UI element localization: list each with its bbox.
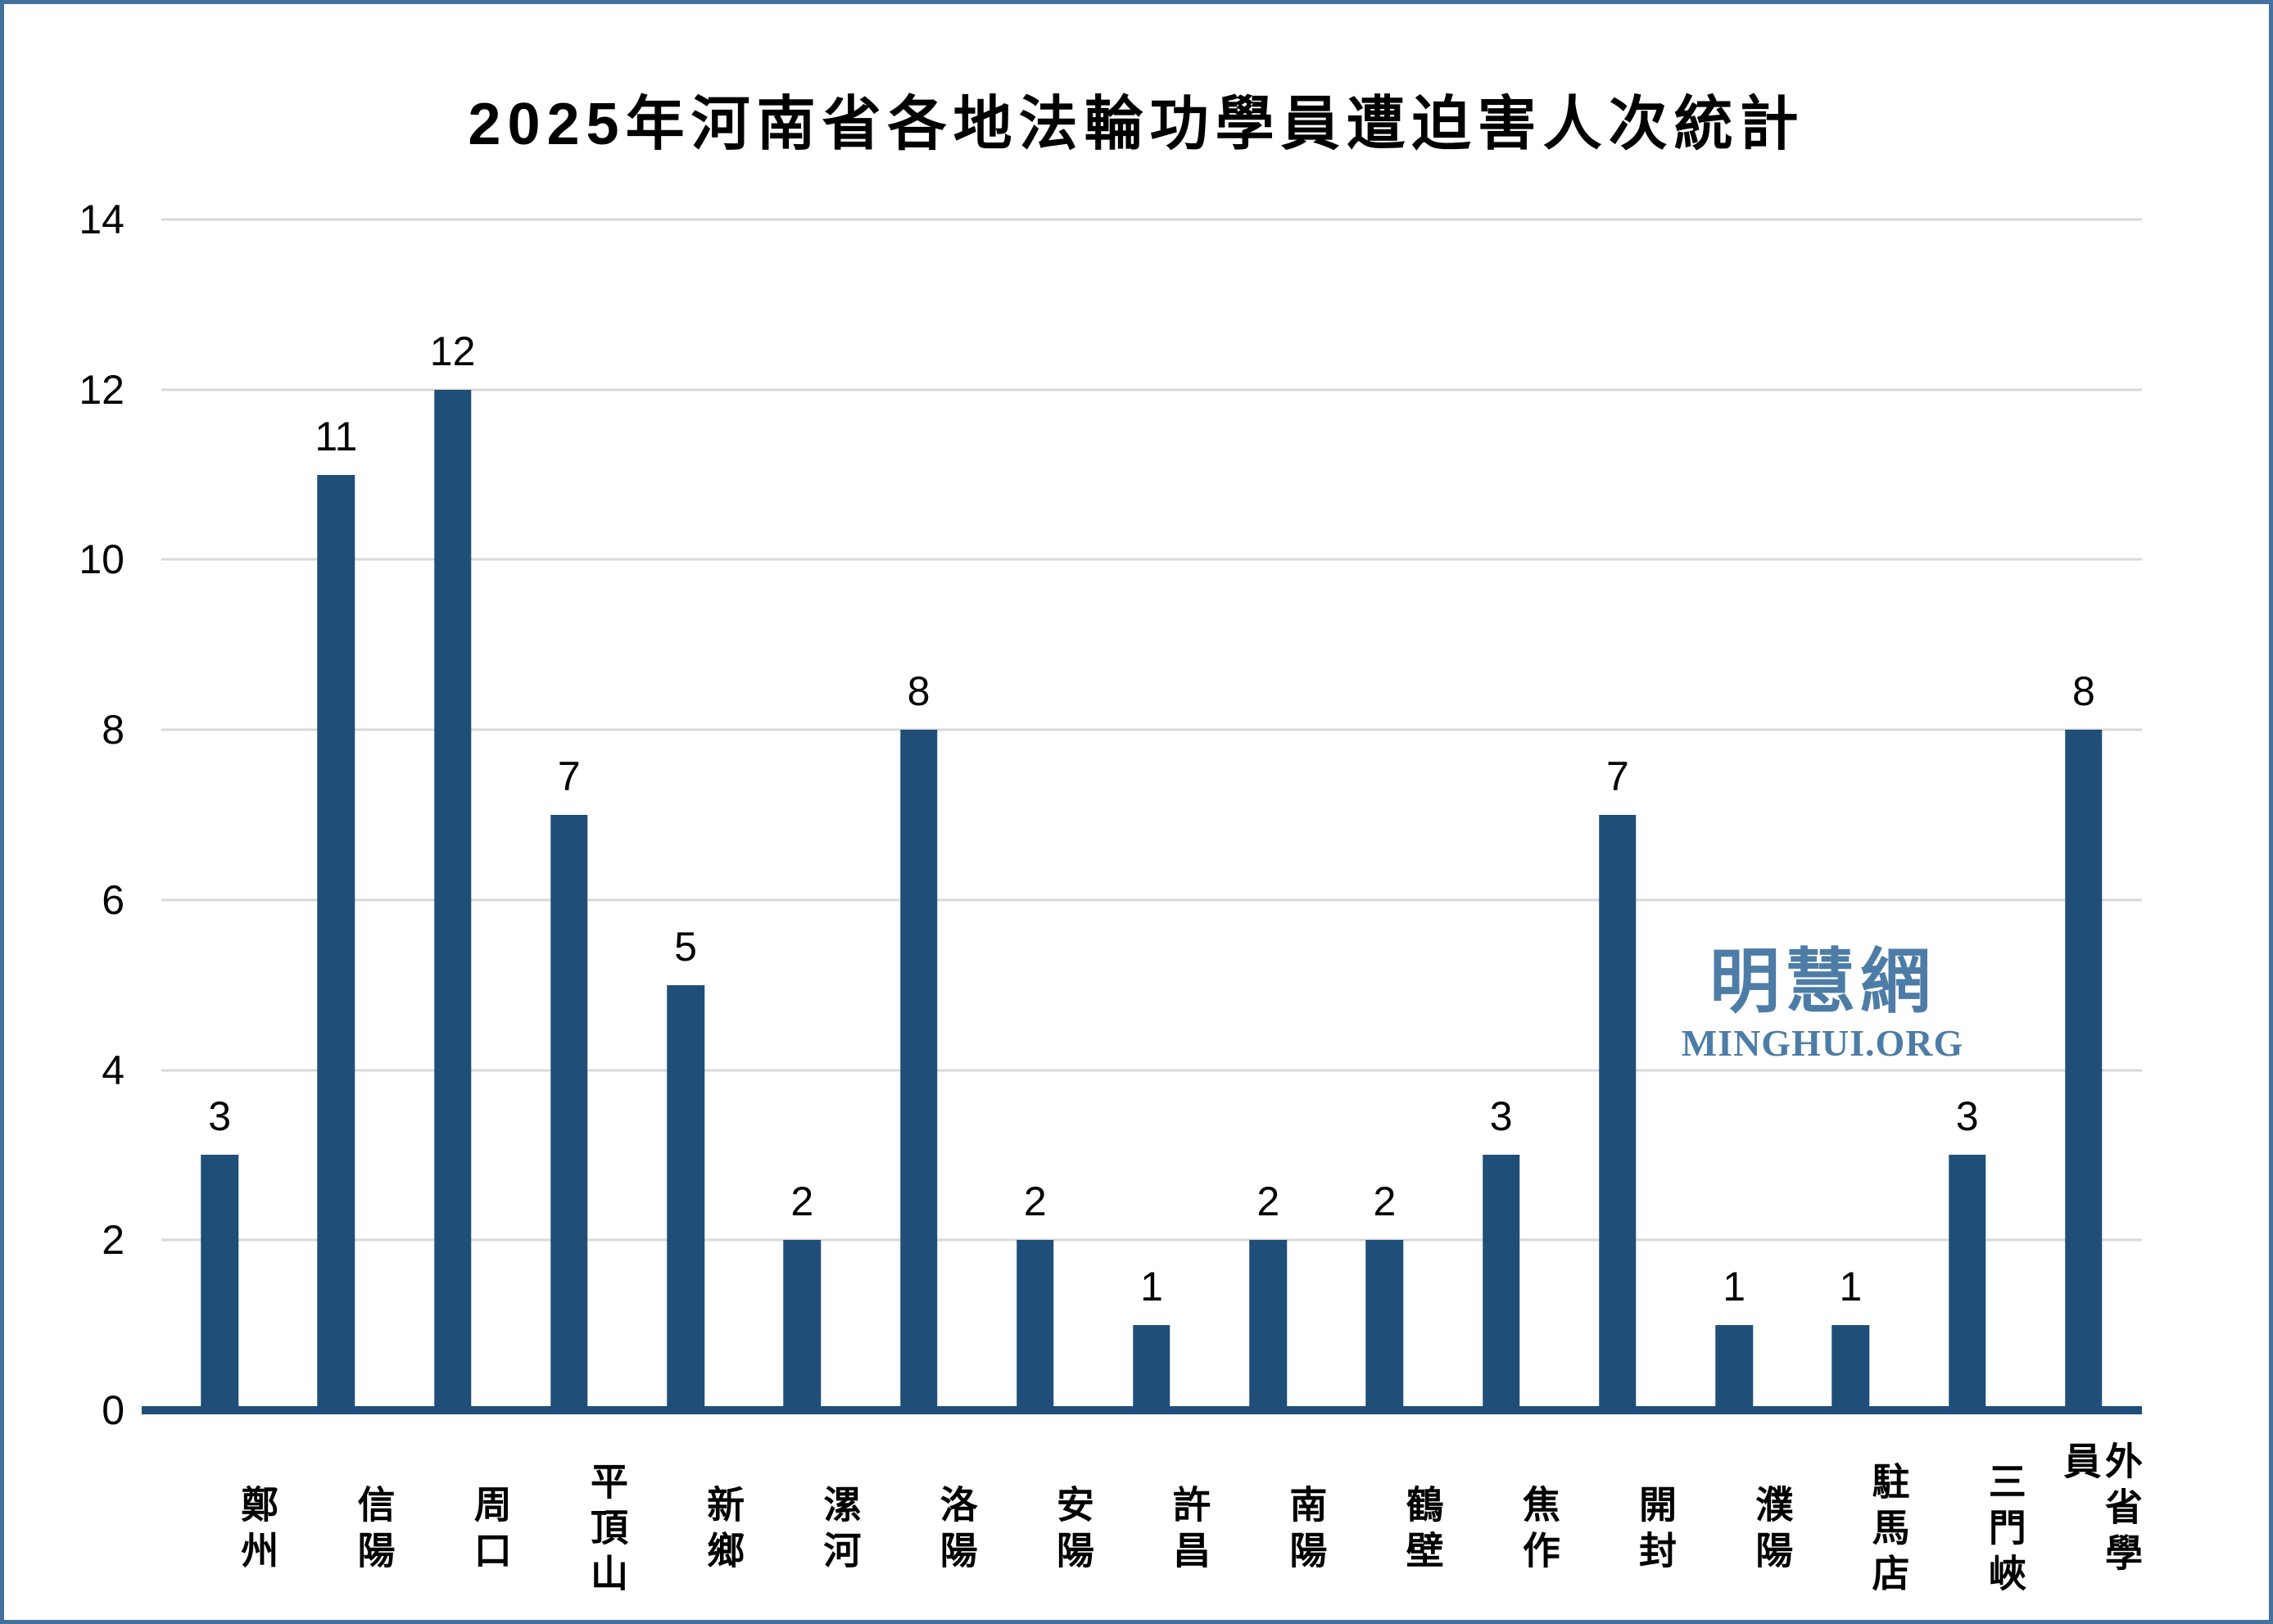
bar-value-label: 2 <box>790 1178 814 1225</box>
y-tick-label: 4 <box>102 1047 125 1093</box>
gridline <box>161 898 2142 902</box>
x-axis-line <box>142 1406 2142 1414</box>
bar-slot: 3 <box>1443 219 1560 1410</box>
bar-slot: 2 <box>1326 219 1442 1410</box>
gridline <box>161 218 2142 221</box>
bar-slot: 3 <box>161 219 278 1410</box>
watermark-latin-text: MINGHUI.ORG <box>1681 1021 1964 1064</box>
y-tick-label: 10 <box>79 536 125 583</box>
x-tick-label: 濮陽 <box>1750 1484 1794 1577</box>
bar-value-label: 3 <box>208 1093 232 1140</box>
minghui-watermark-logo: 明慧網 MINGHUI.ORG <box>1675 943 1970 1062</box>
bar <box>1482 1155 1520 1410</box>
bar <box>899 730 938 1410</box>
y-axis: 0 2 4 6 8 10 12 14 <box>0 199 125 1431</box>
bar-value-label: 12 <box>429 328 476 374</box>
gridline <box>161 1238 2142 1242</box>
bar <box>2065 730 2103 1410</box>
y-tick-label: 2 <box>102 1217 125 1264</box>
bar-value-label: 1 <box>1140 1264 1163 1310</box>
bar-value-label: 8 <box>907 668 930 715</box>
plot-area: 3 11 12 7 5 2 8 2 1 2 2 3 7 1 1 3 8 <box>142 218 2142 1414</box>
x-tick-label: 信陽 <box>352 1484 396 1577</box>
x-tick-label: 鶴壁 <box>1401 1484 1444 1577</box>
bar-value-label: 3 <box>1955 1093 1979 1140</box>
chart-title: 2025年河南省各地法輪功學員遭迫害人次統計 <box>468 92 1805 157</box>
bar-slot: 11 <box>278 219 394 1410</box>
bar <box>1365 1240 1404 1410</box>
bar-value-label: 11 <box>315 413 358 459</box>
x-tick-label: 周口 <box>469 1484 512 1577</box>
x-tick-label: 安陽 <box>1051 1484 1094 1577</box>
bar <box>1715 1325 1753 1410</box>
y-tick-label: 6 <box>102 876 125 923</box>
gridline <box>161 1069 2142 1072</box>
bar <box>1599 815 1637 1410</box>
bar-slot: 1 <box>1093 219 1210 1410</box>
bar-slot: 12 <box>394 219 510 1410</box>
bar <box>1249 1240 1287 1410</box>
bar <box>783 1240 822 1410</box>
bar-slot: 2 <box>1210 219 1326 1410</box>
bar-value-label: 8 <box>2072 668 2095 715</box>
y-tick-label: 14 <box>79 197 125 242</box>
bar-value-label: 7 <box>557 753 581 799</box>
x-tick-label: 三門峽 <box>1983 1461 2026 1599</box>
bar <box>317 474 355 1410</box>
bar-slot: 5 <box>627 219 744 1410</box>
x-tick-label: 鄭州 <box>236 1484 279 1577</box>
x-tick-label: 焦作 <box>1517 1484 1560 1577</box>
bar <box>1133 1325 1170 1410</box>
x-tick-label: 南陽 <box>1284 1484 1328 1577</box>
bar-value-label: 5 <box>674 923 697 970</box>
bar-value-label: 2 <box>1023 1178 1047 1225</box>
bar-value-label: 1 <box>1723 1264 1746 1310</box>
bar-slot: 1 <box>1676 219 1792 1410</box>
bar-value-label: 7 <box>1606 753 1629 799</box>
y-tick-label: 0 <box>102 1387 125 1433</box>
bar-slot: 8 <box>2026 219 2142 1410</box>
bar-slot: 3 <box>1909 219 2026 1410</box>
x-tick-label: 漯河 <box>818 1484 862 1577</box>
bar <box>550 815 588 1410</box>
bar-slot: 1 <box>1792 219 1909 1410</box>
bar-value-label: 2 <box>1256 1178 1280 1225</box>
bar <box>433 389 472 1410</box>
y-tick-label: 8 <box>102 707 125 753</box>
bar-slot: 7 <box>511 219 627 1410</box>
bar <box>1832 1325 1870 1410</box>
x-tick-label: 新鄉 <box>702 1484 745 1577</box>
gridline <box>161 558 2142 561</box>
x-tick-label: 外省學員 <box>2058 1441 2143 1579</box>
watermark-cjk-text: 明慧網 <box>1709 943 1936 1021</box>
gridline <box>161 728 2142 731</box>
bar-slot: 7 <box>1560 219 1676 1410</box>
bar <box>1017 1240 1054 1410</box>
x-tick-label: 駐馬店 <box>1867 1461 1910 1599</box>
x-tick-label: 許昌 <box>1168 1484 1211 1577</box>
bar-slot: 8 <box>860 219 976 1410</box>
bar-slot: 2 <box>744 219 860 1410</box>
x-axis: 鄭州 信陽 周口 平頂山 新鄉 漯河 洛陽 安陽 許昌 南陽 鶴壁 焦作 開封 濮陽 駐馬店 三門峽 外省學員 <box>161 1410 2143 1619</box>
x-tick-label: 平頂山 <box>585 1461 628 1599</box>
bar <box>201 1155 238 1410</box>
bar-value-label: 2 <box>1373 1178 1397 1225</box>
bar-value-label: 1 <box>1839 1264 1863 1310</box>
bar-value-label: 3 <box>1489 1093 1513 1140</box>
x-tick-label: 開封 <box>1634 1484 1678 1577</box>
bar-slot: 2 <box>977 219 1093 1410</box>
bar <box>1948 1155 1986 1410</box>
gridline <box>161 388 2142 391</box>
bar-series: 3 11 12 7 5 2 8 2 1 2 2 3 7 1 1 3 8 <box>161 219 2142 1410</box>
y-tick-label: 12 <box>79 366 125 413</box>
x-tick-label: 洛陽 <box>935 1484 978 1577</box>
bar <box>667 984 704 1410</box>
